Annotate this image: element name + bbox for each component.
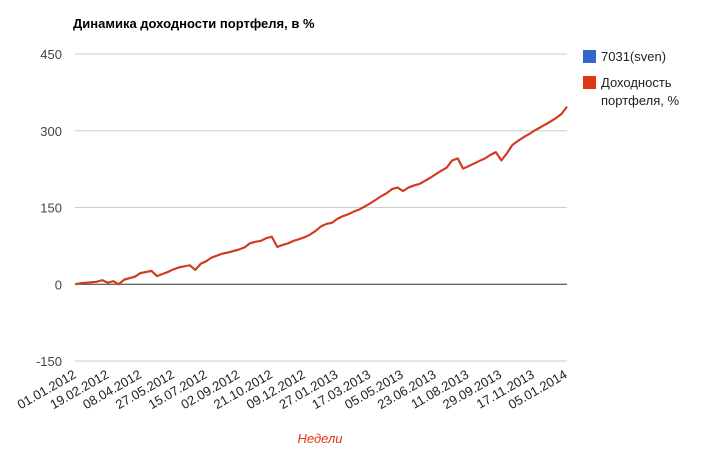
- legend-label[interactable]: 7031(sven): [601, 49, 666, 64]
- chart-title: Динамика доходности портфеля, в %: [73, 16, 315, 31]
- legend[interactable]: 7031(sven) Доходность портфеля, %: [583, 49, 680, 108]
- y-tick-label: -150: [36, 354, 62, 369]
- y-tick-label: 450: [40, 47, 62, 62]
- x-axis-ticks: 01.01.201219.02.201208.04.201227.05.2012…: [15, 367, 570, 413]
- y-tick-label: 150: [40, 201, 62, 216]
- series-lines: [74, 106, 568, 286]
- y-tick-label: 300: [40, 124, 62, 139]
- legend-swatch[interactable]: [583, 76, 596, 89]
- y-axis-ticks: 450 300 150 0 -150: [36, 47, 62, 369]
- legend-label[interactable]: Доходность портфеля, %: [601, 75, 680, 108]
- y-tick-label: 0: [55, 277, 62, 292]
- series-line[interactable]: [74, 106, 568, 286]
- legend-swatch[interactable]: [583, 50, 596, 63]
- x-axis-label: Недели: [297, 431, 342, 446]
- series-line[interactable]: [74, 106, 568, 286]
- grid: [75, 53, 567, 362]
